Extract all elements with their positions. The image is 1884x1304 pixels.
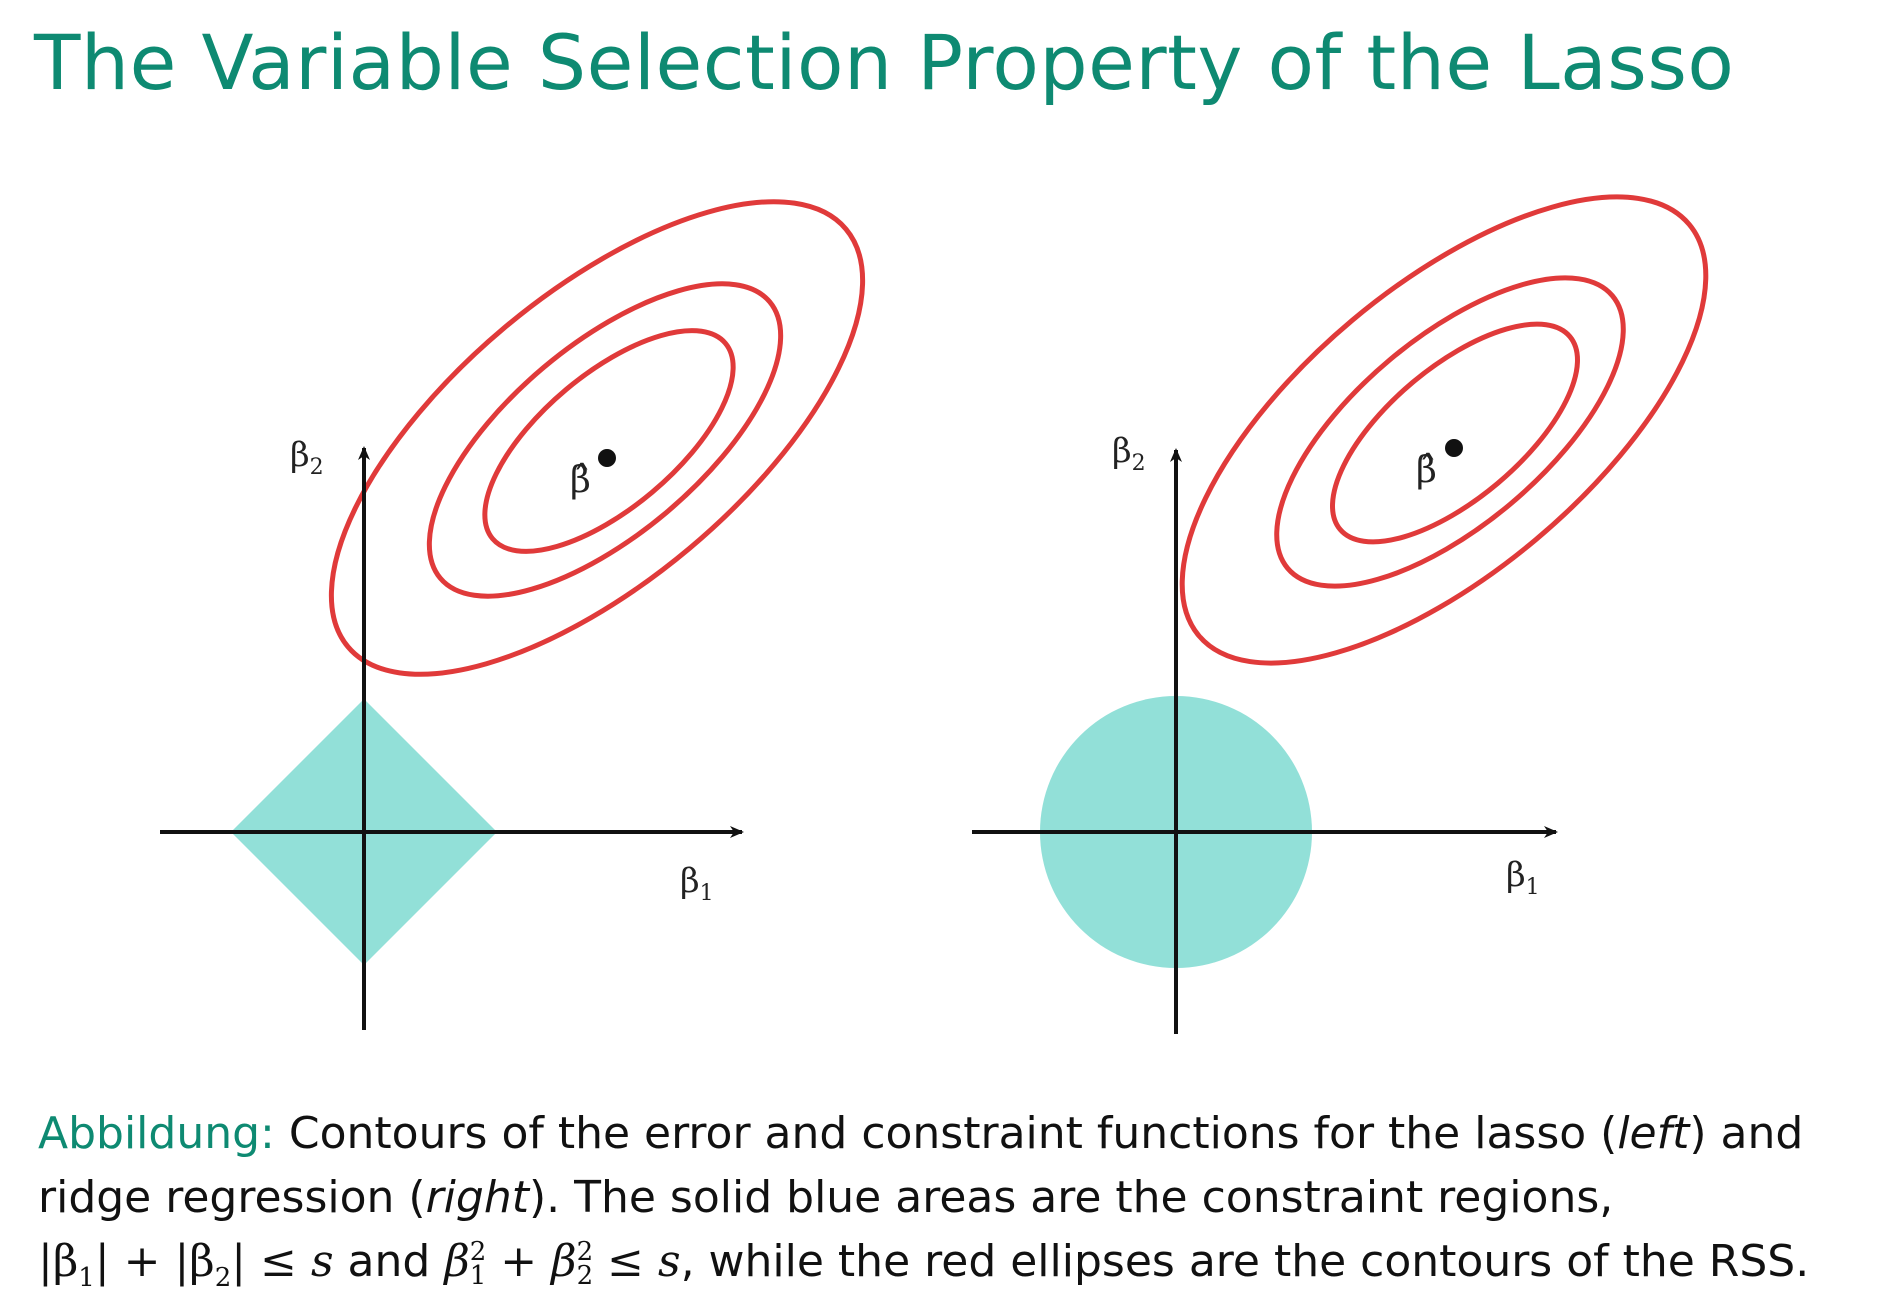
- lasso-y-axis-label: β2: [290, 435, 324, 480]
- caption-text-1: Contours of the error and constraint fun…: [274, 1108, 1618, 1159]
- ridge-beta-hat-point: [1445, 439, 1463, 457]
- ridge-contours: [1179, 194, 1709, 666]
- lasso-beta-hat-label: β̂: [570, 460, 591, 501]
- caption-sq-a: 2: [469, 1237, 487, 1267]
- ridge-contour-middle: [1274, 275, 1626, 589]
- caption-text-3: ). The solid blue areas are the constrai…: [528, 1172, 1614, 1223]
- ridge-panel: β̂ β2 β1: [972, 194, 1709, 1034]
- caption-plus: +: [486, 1236, 552, 1287]
- caption-sub-1: 1: [78, 1262, 95, 1293]
- figure-caption: Abbildung: Contours of the error and con…: [38, 1102, 1858, 1294]
- ridge-beta-hat-label: β̂: [1416, 450, 1437, 491]
- caption-s-2: s: [657, 1236, 681, 1287]
- caption-sub-b: 2: [576, 1261, 594, 1291]
- lasso-contour-outer: [328, 199, 866, 677]
- caption-abs-a: |β: [38, 1236, 79, 1287]
- lasso-contour-inner: [482, 328, 736, 554]
- ridge-contour-outer: [1179, 194, 1709, 666]
- lasso-contour-middle: [426, 281, 784, 599]
- ridge-y-axis-label: β2: [1112, 431, 1146, 476]
- caption-sub-a: 1: [469, 1261, 487, 1291]
- caption-beta-b: β: [551, 1236, 577, 1287]
- caption-abs-c: | ≤: [231, 1236, 311, 1287]
- caption-lead: Abbildung:: [38, 1108, 275, 1159]
- ridge-x-axis-label: β1: [1506, 855, 1540, 900]
- lasso-x-axis-label: β1: [680, 861, 714, 906]
- figure: β̂ β2 β1 β̂ β2 β1: [160, 194, 1709, 1034]
- caption-beta-a: β: [444, 1236, 470, 1287]
- lasso-contours: [328, 199, 866, 677]
- slide-title: The Variable Selection Property of the L…: [34, 18, 1735, 107]
- caption-text-4: , while the red ellipses are the contour…: [680, 1236, 1810, 1287]
- lasso-beta-hat-point: [598, 449, 616, 467]
- caption-sub-2: 2: [214, 1262, 232, 1293]
- caption-right-word: right: [425, 1172, 529, 1223]
- caption-abs-b: | + |β: [94, 1236, 215, 1287]
- caption-leq: ≤: [593, 1236, 658, 1287]
- ridge-contour-inner: [1330, 321, 1580, 545]
- caption-left-word: left: [1617, 1108, 1690, 1159]
- caption-text-2: ) and ridge regression (: [38, 1108, 1804, 1223]
- caption-s-1: s: [310, 1236, 334, 1287]
- caption-sq-b: 2: [576, 1237, 594, 1267]
- caption-and: and: [333, 1236, 445, 1287]
- lasso-panel: β̂ β2 β1: [160, 199, 866, 1030]
